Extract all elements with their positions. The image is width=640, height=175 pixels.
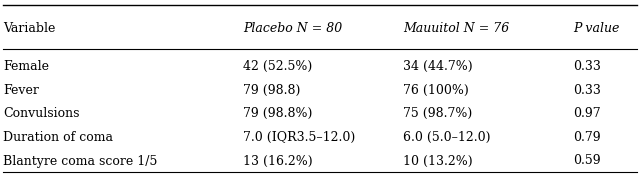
Text: 0.59: 0.59 <box>573 155 600 167</box>
Text: 79 (98.8%): 79 (98.8%) <box>243 107 312 120</box>
Text: Variable: Variable <box>3 22 56 34</box>
Text: Duration of coma: Duration of coma <box>3 131 113 144</box>
Text: Blantyre coma score 1/5: Blantyre coma score 1/5 <box>3 155 157 167</box>
Text: 34 (44.7%): 34 (44.7%) <box>403 60 473 73</box>
Text: Fever: Fever <box>3 84 39 97</box>
Text: 75 (98.7%): 75 (98.7%) <box>403 107 472 120</box>
Text: 0.33: 0.33 <box>573 84 601 97</box>
Text: Female: Female <box>3 60 49 73</box>
Text: 10 (13.2%): 10 (13.2%) <box>403 155 473 167</box>
Text: 13 (16.2%): 13 (16.2%) <box>243 155 313 167</box>
Text: Convulsions: Convulsions <box>3 107 80 120</box>
Text: 79 (98.8): 79 (98.8) <box>243 84 301 97</box>
Text: Placebo N = 80: Placebo N = 80 <box>243 22 342 34</box>
Text: 0.33: 0.33 <box>573 60 601 73</box>
Text: 6.0 (5.0–12.0): 6.0 (5.0–12.0) <box>403 131 491 144</box>
Text: Mauuitol N = 76: Mauuitol N = 76 <box>403 22 509 34</box>
Text: 42 (52.5%): 42 (52.5%) <box>243 60 312 73</box>
Text: 76 (100%): 76 (100%) <box>403 84 469 97</box>
Text: 0.97: 0.97 <box>573 107 600 120</box>
Text: 7.0 (IQR3.5–12.0): 7.0 (IQR3.5–12.0) <box>243 131 355 144</box>
Text: 0.79: 0.79 <box>573 131 600 144</box>
Text: P value: P value <box>573 22 619 34</box>
